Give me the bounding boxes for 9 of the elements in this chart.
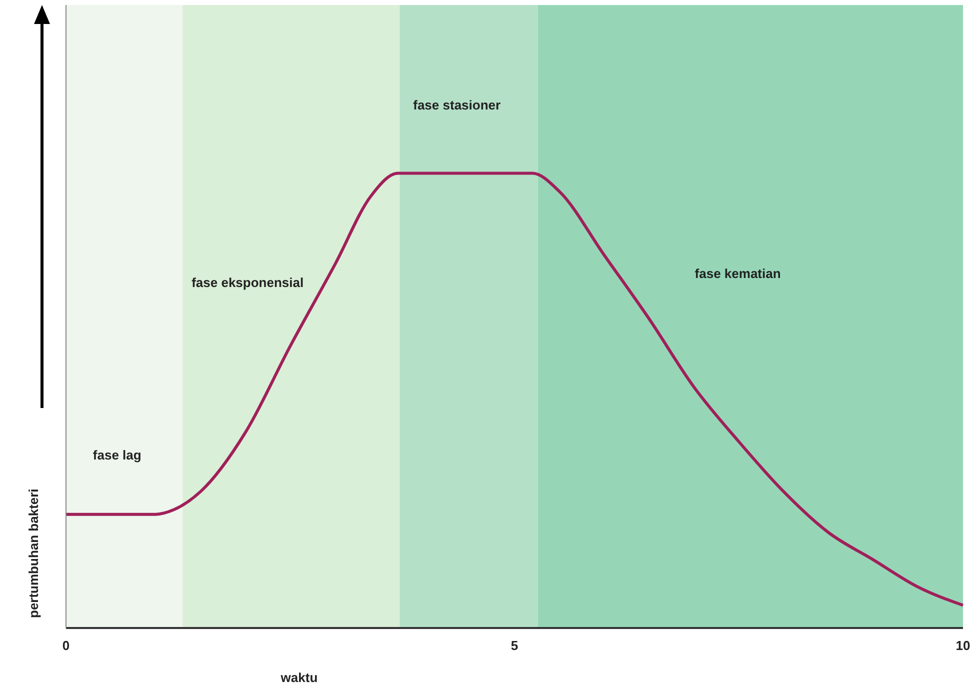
band-label: fase eksponensial xyxy=(192,274,304,290)
band-label: fase lag xyxy=(92,448,142,463)
band-label: fase kematian xyxy=(694,266,781,281)
x-tick-label: 5 xyxy=(510,638,518,653)
x-tick-label: 0 xyxy=(62,638,70,653)
band-label: fase stasioner xyxy=(413,98,501,113)
x-axis-title: waktu xyxy=(280,670,318,685)
x-tick-label: 10 xyxy=(956,638,970,653)
y-axis-title: pertumbuhan bakteri xyxy=(26,488,41,618)
